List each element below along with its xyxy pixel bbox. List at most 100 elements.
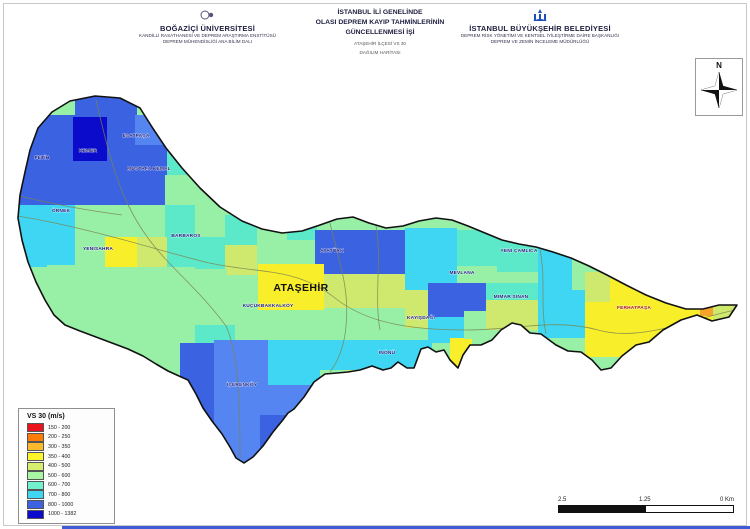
legend-swatch xyxy=(27,471,44,481)
vs30-cell xyxy=(105,237,137,267)
legend: VS 30 (m/s) 150 - 200 200 - 250 300 - 350 3… xyxy=(18,408,115,524)
university-subtitle-1: KANDİLLİ RASATHANESİ VE DEPREM ARAŞTIRMA… xyxy=(139,33,276,38)
vs30-cell xyxy=(105,145,135,175)
legend-swatch xyxy=(27,432,44,442)
vs30-cell xyxy=(75,96,107,117)
legend-entry: 300 - 350 xyxy=(27,442,114,452)
vs30-cell xyxy=(105,205,135,235)
district-name-label: ATAŞEHİR xyxy=(273,281,328,294)
legend-range-label: 600 - 700 xyxy=(48,482,71,489)
vs30-cell xyxy=(320,340,432,370)
neighborhood-label: YENİ ÇAMLICA xyxy=(500,247,537,254)
legend-swatch xyxy=(27,461,44,471)
project-title-line-2: OLASI DEPREM KAYIP TAHMİNLERİNİN xyxy=(315,18,445,26)
vs30-cell xyxy=(195,269,227,299)
neighborhood-label: FETİH xyxy=(35,154,50,161)
vs30-cell xyxy=(137,237,167,267)
compass-rose: N xyxy=(695,58,743,116)
vs30-cell xyxy=(538,290,590,338)
scale-label-right: 0 Km xyxy=(719,497,734,503)
neighborhood-label: İÇERENKÖY xyxy=(227,381,258,388)
vs30-cell xyxy=(214,340,268,463)
vs30-cell xyxy=(135,145,167,175)
legend-entry: 200 - 250 xyxy=(27,432,114,443)
scale-bar-empty-half xyxy=(646,506,733,512)
vs30-cell xyxy=(405,228,457,290)
university-logo xyxy=(95,8,320,22)
vs30-cell xyxy=(135,175,165,205)
legend-entry: 350 - 400 xyxy=(27,452,114,462)
vs30-cell xyxy=(105,267,135,297)
neighborhood-label: KÜÇÜKBAKKALKÖY xyxy=(243,302,294,309)
legend-range-label: 500 - 600 xyxy=(48,472,71,479)
municipality-subtitle-1: DEPREM RİSK YÖNETİMİ VE KENTSEL İYİLEŞTİ… xyxy=(460,33,620,38)
road-line xyxy=(95,99,241,459)
neighborhood-label: BARBAROS xyxy=(171,233,201,239)
vs30-cell xyxy=(105,175,135,205)
municipality-logo xyxy=(435,8,645,22)
vs30-cell xyxy=(167,145,195,175)
neighborhood-label: YENİSAHRA xyxy=(83,245,113,252)
road-line xyxy=(539,249,547,335)
road-line xyxy=(329,222,348,373)
legend-entry: 800 - 1000 xyxy=(27,500,114,510)
header-project: İSTANBUL İLİ GENELİNDE OLASI DEPREM KAYI… xyxy=(300,8,460,57)
neighborhood-label: MEVLANA xyxy=(449,270,474,276)
vs30-cell xyxy=(260,415,292,451)
vs30-cell xyxy=(225,245,257,275)
vs30-cell xyxy=(165,205,195,237)
vs30-cell xyxy=(315,274,407,308)
vs30-cell xyxy=(75,265,105,295)
legend-range-label: 800 - 1000 xyxy=(48,501,74,508)
project-title-line-3: GÜNCELLENMESİ İŞİ xyxy=(345,28,415,36)
university-subtitle-2: DEPREM MÜHENDİSLİĞİ ANA BİLİM DALI xyxy=(162,39,253,45)
vs30-cell xyxy=(267,340,320,385)
legend-range-label: 300 - 350 xyxy=(48,443,71,450)
vs30-cell xyxy=(45,145,75,175)
university-title: BOĞAZİÇİ ÜNİVERSİTESİ xyxy=(159,24,256,33)
legend-range-label: 200 - 250 xyxy=(48,434,71,441)
vs30-cell xyxy=(45,115,75,145)
vs30-cell xyxy=(18,235,47,267)
legend-swatch xyxy=(27,442,44,452)
neighborhood-label: KAYIŞDAĞI xyxy=(407,313,435,321)
vs30-cell xyxy=(167,237,195,267)
vs30-cell xyxy=(45,205,75,235)
scale-bar-filled-half xyxy=(559,506,646,512)
municipality-subtitle-2: DEPREM VE ZEMİN İNCELEME MÜDÜRLÜĞÜ xyxy=(490,39,590,45)
legend-range-label: 700 - 800 xyxy=(48,491,71,498)
header-municipality: İSTANBUL BÜYÜKŞEHİR BELEDİYESİ DEPREM Rİ… xyxy=(435,8,645,45)
legend-swatch xyxy=(27,452,44,462)
neighborhood-label: ATATÜRK xyxy=(320,247,344,254)
vs30-cell xyxy=(105,115,135,145)
vs30-cell xyxy=(45,235,75,265)
vs30-cell xyxy=(287,216,317,242)
municipality-title: İSTANBUL BÜYÜKŞEHİR BELEDİYESİ xyxy=(469,24,611,33)
bottom-accent-line xyxy=(62,526,750,529)
legend-entry: 1000 - 1382 xyxy=(27,509,114,519)
road-line xyxy=(18,215,736,334)
vs30-cell xyxy=(73,117,107,161)
vs30-cell xyxy=(75,175,105,205)
neighborhood-label: MİMAR SİNAN xyxy=(494,293,529,300)
compass-star-icon xyxy=(700,71,738,109)
neighborhood-label: İNÖNÜ xyxy=(379,349,396,356)
map-subtitle-1: ATAŞEHİR İLÇESİ VS 30 xyxy=(354,40,406,46)
neighborhood-label: MUSTAFA KEMAL xyxy=(127,166,171,172)
neighborhood-label: FERHATPAŞA xyxy=(617,305,651,311)
vs30-cell xyxy=(107,96,137,115)
vs30-cell xyxy=(135,267,167,299)
vs30-cell xyxy=(225,275,258,307)
legend-entry: 400 - 500 xyxy=(27,461,114,471)
vs30-cell xyxy=(165,175,197,207)
vs30-cell xyxy=(75,205,105,235)
vs30-cell xyxy=(287,240,315,264)
scale-label-left: 2.5 xyxy=(558,497,567,503)
scale-label-mid: 1.25 xyxy=(638,497,651,503)
neighborhood-label: ESATPAŞA xyxy=(122,133,149,139)
vs30-cell xyxy=(180,343,214,463)
header-university: BOĞAZİÇİ ÜNİVERSİTESİ KANDİLLİ RASATHANE… xyxy=(95,8,320,45)
project-title-line-1: İSTANBUL İLİ GENELİNDE xyxy=(337,9,423,16)
